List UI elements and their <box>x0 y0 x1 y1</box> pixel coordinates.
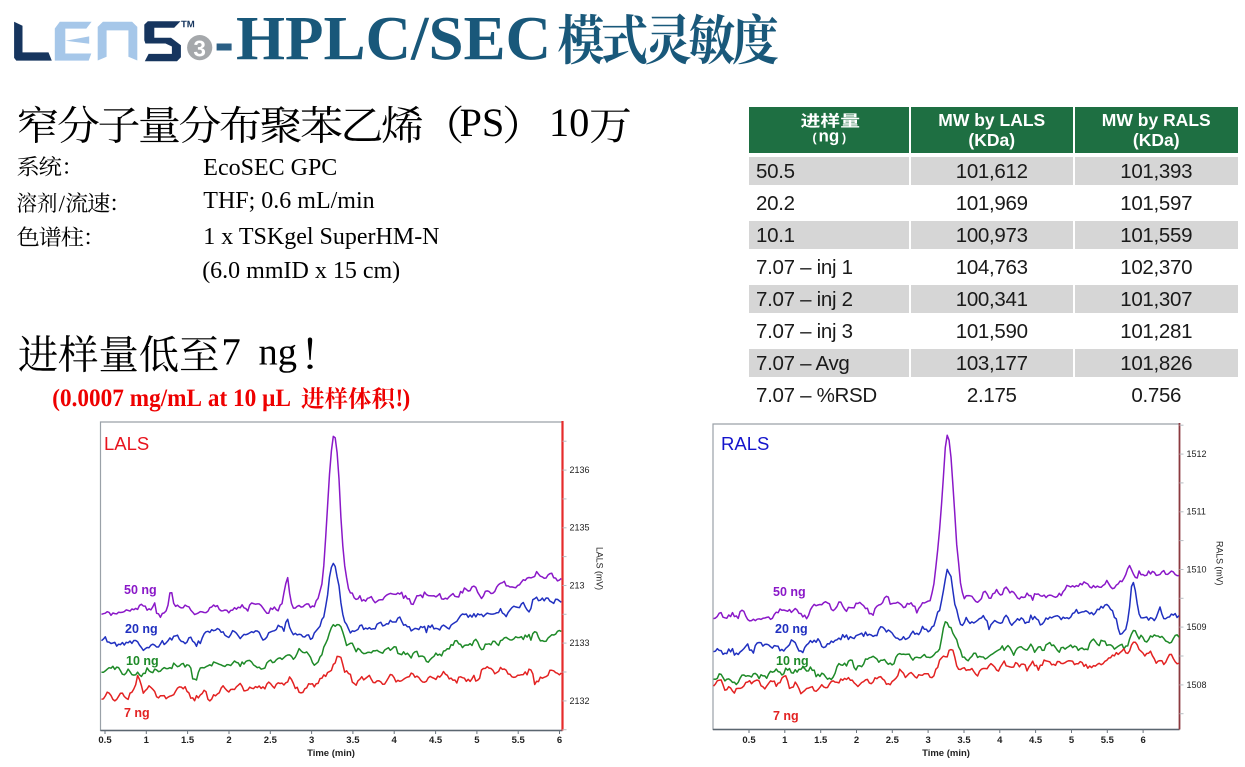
svg-text:0.5: 0.5 <box>742 735 756 746</box>
svg-text:4: 4 <box>392 735 398 746</box>
svg-text:10 ng: 10 ng <box>776 654 809 668</box>
svg-text:3.5: 3.5 <box>346 735 360 746</box>
svg-text:0.5: 0.5 <box>98 735 112 746</box>
svg-text:3: 3 <box>309 735 314 746</box>
svg-text:1509: 1509 <box>1187 622 1207 632</box>
svg-text:6: 6 <box>557 735 562 746</box>
svg-text:2135: 2135 <box>570 523 590 533</box>
svg-text:Time (min): Time (min) <box>922 748 970 759</box>
svg-text:2133: 2133 <box>570 638 590 648</box>
svg-text:LALS (mV): LALS (mV) <box>595 547 605 590</box>
svg-text:5.5: 5.5 <box>512 735 526 746</box>
svg-text:1.5: 1.5 <box>814 735 828 746</box>
svg-text:213: 213 <box>570 580 585 590</box>
svg-text:1508: 1508 <box>1187 680 1207 690</box>
svg-text:50 ng: 50 ng <box>773 585 806 599</box>
svg-text:4.5: 4.5 <box>429 735 443 746</box>
svg-text:1511: 1511 <box>1187 507 1206 517</box>
svg-text:6: 6 <box>1140 735 1145 746</box>
svg-text:4: 4 <box>997 735 1003 746</box>
svg-text:4.5: 4.5 <box>1029 735 1043 746</box>
svg-text:1: 1 <box>782 735 788 746</box>
svg-text:50 ng: 50 ng <box>124 583 157 597</box>
svg-text:5: 5 <box>474 735 480 746</box>
svg-text:1510: 1510 <box>1187 564 1207 574</box>
svg-text:2: 2 <box>854 735 859 746</box>
svg-text:7 ng: 7 ng <box>773 709 799 723</box>
svg-text:RALS (mV): RALS (mV) <box>1215 541 1225 586</box>
svg-text:2132: 2132 <box>570 696 590 706</box>
svg-text:1: 1 <box>144 735 150 746</box>
svg-text:7 ng: 7 ng <box>124 706 150 720</box>
svg-text:5.5: 5.5 <box>1101 735 1115 746</box>
svg-text:1512: 1512 <box>1187 449 1207 459</box>
svg-text:1.5: 1.5 <box>181 735 195 746</box>
svg-text:2.5: 2.5 <box>264 735 278 746</box>
svg-text:20 ng: 20 ng <box>775 622 808 636</box>
svg-text:2: 2 <box>226 735 231 746</box>
svg-text:2136: 2136 <box>570 465 590 475</box>
svg-text:LALS: LALS <box>104 433 149 454</box>
svg-text:2.5: 2.5 <box>886 735 900 746</box>
svg-text:20 ng: 20 ng <box>125 622 158 636</box>
svg-text:RALS: RALS <box>721 433 769 454</box>
svg-text:Time (min): Time (min) <box>307 748 355 759</box>
svg-text:10 ng: 10 ng <box>126 654 159 668</box>
svg-text:3.5: 3.5 <box>957 735 971 746</box>
svg-text:5: 5 <box>1069 735 1075 746</box>
svg-text:3: 3 <box>925 735 930 746</box>
